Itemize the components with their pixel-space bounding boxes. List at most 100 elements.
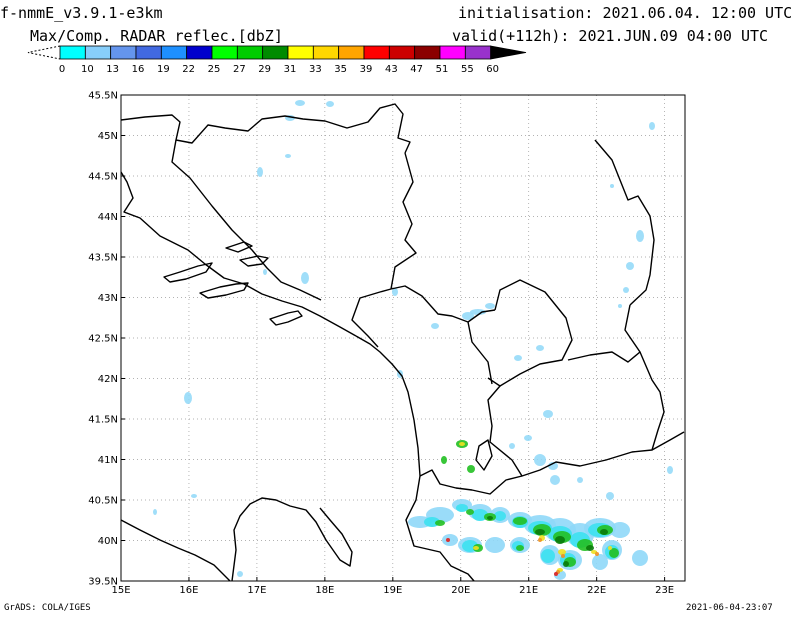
radar-echo — [446, 538, 450, 542]
radar-echo — [586, 545, 594, 551]
lat-label: 43N — [98, 293, 118, 304]
radar-echo — [609, 548, 619, 558]
radar-echo — [606, 492, 614, 500]
lon-label: 19E — [383, 585, 402, 596]
legend-tick-label: 19 — [157, 64, 170, 75]
valid-time: valid(+112h): 2021.JUN.09 04:00 UTC — [452, 27, 769, 45]
axis-labels: 15E 16E 17E 18E 19E 20E 21E 22E 23E 39.5N 40N 40.5N… — [88, 91, 674, 597]
radar-echo — [466, 509, 474, 515]
radar-echo — [459, 442, 465, 446]
legend-swatch — [439, 45, 466, 60]
lat-label: 42N — [98, 374, 118, 385]
radar-echo — [649, 122, 655, 130]
lat-label: 45N — [98, 131, 118, 142]
lat-label: 43.5N — [88, 253, 118, 264]
border-line — [269, 310, 303, 326]
legend-swatch — [464, 45, 492, 60]
lon-label: 18E — [315, 585, 334, 596]
legend-tick-label: 33 — [309, 64, 322, 75]
radar-echo — [485, 537, 505, 553]
border-line — [475, 439, 493, 471]
radar-echo — [600, 529, 608, 535]
radar-echo — [301, 272, 309, 284]
border-line — [163, 262, 213, 283]
border-line — [199, 282, 249, 299]
border-line — [120, 103, 411, 154]
lat-label: 40.5N — [88, 496, 118, 507]
legend-swatch — [110, 45, 137, 60]
radar-echo — [563, 561, 569, 567]
legend-swatch — [287, 45, 314, 60]
border-line — [355, 335, 475, 582]
lat-label: 41.5N — [88, 415, 118, 426]
radar-echo — [554, 572, 558, 576]
radar-echo — [536, 345, 544, 351]
radar-echo — [462, 312, 474, 320]
legend-swatch — [312, 45, 340, 60]
product-title: Max/Comp. RADAR reflec.[dbZ] — [30, 27, 283, 45]
radar-echo — [538, 538, 542, 542]
legend-swatch — [338, 45, 365, 60]
radar-echo — [263, 269, 267, 275]
legend-tick-label: 0 — [59, 64, 65, 75]
radar-echo — [550, 475, 560, 485]
legend-tick-label: 31 — [284, 64, 297, 75]
footer-credit: GrADS: COLA/IGES — [4, 603, 91, 613]
radar-echo — [558, 549, 566, 555]
border-line — [651, 431, 685, 451]
radar-echo — [592, 554, 608, 570]
radar-echo — [494, 511, 506, 521]
footer-timestamp: 2021-06-04-23:07 — [686, 603, 773, 613]
border-line — [120, 171, 357, 337]
border-line — [120, 519, 231, 582]
border-line — [390, 285, 496, 323]
lat-label: 40N — [98, 536, 118, 547]
radar-echo — [472, 509, 488, 521]
radar-echo — [610, 522, 630, 538]
radar-echo — [608, 546, 612, 550]
border-line — [351, 288, 392, 348]
legend-tick-label: 43 — [385, 64, 398, 75]
legend-swatch — [363, 45, 390, 60]
legend-swatch — [84, 45, 112, 60]
border-line — [225, 241, 253, 253]
lon-label: 20E — [451, 585, 470, 596]
border-line — [467, 321, 493, 385]
radar-echo — [467, 465, 475, 473]
border-line — [419, 469, 523, 495]
initialisation-time: initialisation: 2021.06.04. 12:00 UTC — [458, 4, 793, 22]
radar-echo — [543, 410, 553, 418]
lat-label: 44.5N — [88, 172, 118, 183]
radar-echo — [285, 154, 291, 158]
lat-label: 42.5N — [88, 334, 118, 345]
radar-echo — [257, 167, 263, 177]
legend-tick-label: 25 — [208, 64, 221, 75]
legend-tick-label: 55 — [461, 64, 474, 75]
legend-swatch — [160, 45, 188, 60]
lon-label: 22E — [587, 585, 606, 596]
border-line — [231, 497, 353, 582]
legend-swatch — [59, 45, 86, 60]
radar-echo — [435, 520, 445, 526]
border-line — [594, 139, 655, 306]
grid-lines — [121, 95, 685, 581]
lon-label: 23E — [655, 585, 674, 596]
border-line — [390, 152, 417, 290]
legend-tick-label: 16 — [132, 64, 145, 75]
legend-tick-label: 51 — [436, 64, 449, 75]
border-line — [487, 351, 665, 477]
lon-label: 16E — [179, 585, 198, 596]
radar-echo — [534, 454, 546, 466]
border-line — [567, 304, 641, 363]
legend-swatch — [211, 45, 238, 60]
radar-echo — [524, 435, 532, 441]
radar-echo — [295, 100, 305, 106]
radar-echo — [623, 287, 629, 293]
radar-echo — [667, 466, 673, 474]
legend-swatch — [135, 45, 162, 60]
legend-tick-label: 22 — [182, 64, 195, 75]
radar-echo — [153, 509, 157, 515]
border-line — [487, 279, 573, 387]
radar-echo — [326, 101, 334, 107]
legend-tick-label: 27 — [233, 64, 246, 75]
